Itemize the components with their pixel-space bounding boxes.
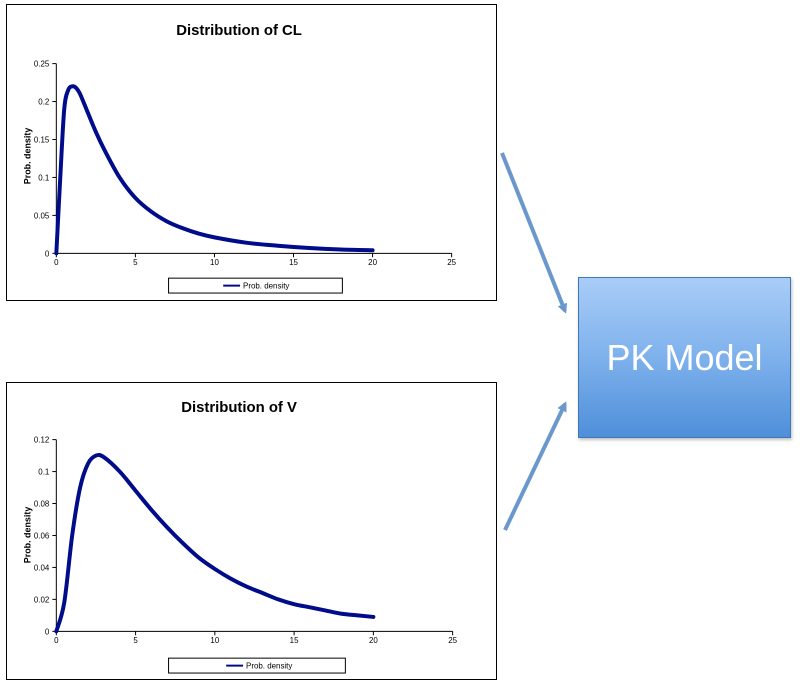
y-axis-label: Prob. density xyxy=(22,507,32,564)
y-tick-label: 0.25 xyxy=(34,60,50,69)
y-tick-label: 0 xyxy=(45,249,50,258)
arrow-v-to-model xyxy=(503,401,567,531)
pk-model-label: PK Model xyxy=(606,336,763,378)
x-tick-label: 20 xyxy=(369,636,378,645)
x-tick-label: 20 xyxy=(368,258,377,267)
series-line-prob-density xyxy=(54,452,376,634)
series-line-prob-density xyxy=(54,84,375,256)
y-tick-label: 0.15 xyxy=(34,135,50,144)
legend-entry: Prob. density xyxy=(243,282,289,291)
legend: Prob. density xyxy=(168,277,343,294)
x-tick-label: 25 xyxy=(447,258,456,267)
x-tick-label: 25 xyxy=(448,636,457,645)
y-tick-label: 0.1 xyxy=(38,468,50,477)
y-axis-label: Prob. density xyxy=(22,128,32,185)
x-tick-label: 0 xyxy=(54,636,59,645)
x-tick-label: 0 xyxy=(54,258,59,267)
y-tick-label: 0.2 xyxy=(38,98,50,107)
pk-model-box: PK Model xyxy=(578,277,791,438)
plot-area: 0 5 10 15 20 25 0 0.02 0.04 0.06 0.08 0.1 0.12 xyxy=(34,436,458,646)
y-tick-label: 0.08 xyxy=(34,499,50,508)
x-tick-label: 10 xyxy=(210,636,219,645)
y-tick-label: 0 xyxy=(45,627,50,636)
chart-v-svg: Distribution of V Prob. density 0 5 10 15 20… xyxy=(22,400,458,674)
chart-v: Distribution of V Prob. density 0 5 10 15 20… xyxy=(6,382,497,680)
x-tick-label: 15 xyxy=(289,258,298,267)
x-tick-label: 15 xyxy=(290,636,299,645)
plot-area: 0 5 10 15 20 25 0 0.05 0.1 0.15 0.2 0.25 xyxy=(34,60,457,268)
x-tick-label: 5 xyxy=(133,636,138,645)
y-tick-label: 0.12 xyxy=(34,436,50,445)
y-tick-label: 0.1 xyxy=(38,173,50,182)
chart-cl-svg: Distribution of CL Prob. density 0 5 10 15 2… xyxy=(22,23,457,294)
chart-title: Distribution of V xyxy=(181,400,297,416)
x-tick-label: 10 xyxy=(210,258,219,267)
legend: Prob. density xyxy=(168,657,346,674)
y-tick-label: 0.06 xyxy=(34,531,50,540)
x-tick-label: 5 xyxy=(133,258,138,267)
chart-cl: Distribution of CL Prob. density 0 5 10 15 2… xyxy=(6,4,497,301)
legend-entry: Prob. density xyxy=(246,662,292,671)
y-tick-label: 0.02 xyxy=(34,595,50,604)
y-tick-label: 0.05 xyxy=(34,211,50,220)
arrow-cl-to-model xyxy=(500,152,568,314)
chart-title: Distribution of CL xyxy=(176,23,302,39)
y-tick-label: 0.04 xyxy=(34,563,50,572)
